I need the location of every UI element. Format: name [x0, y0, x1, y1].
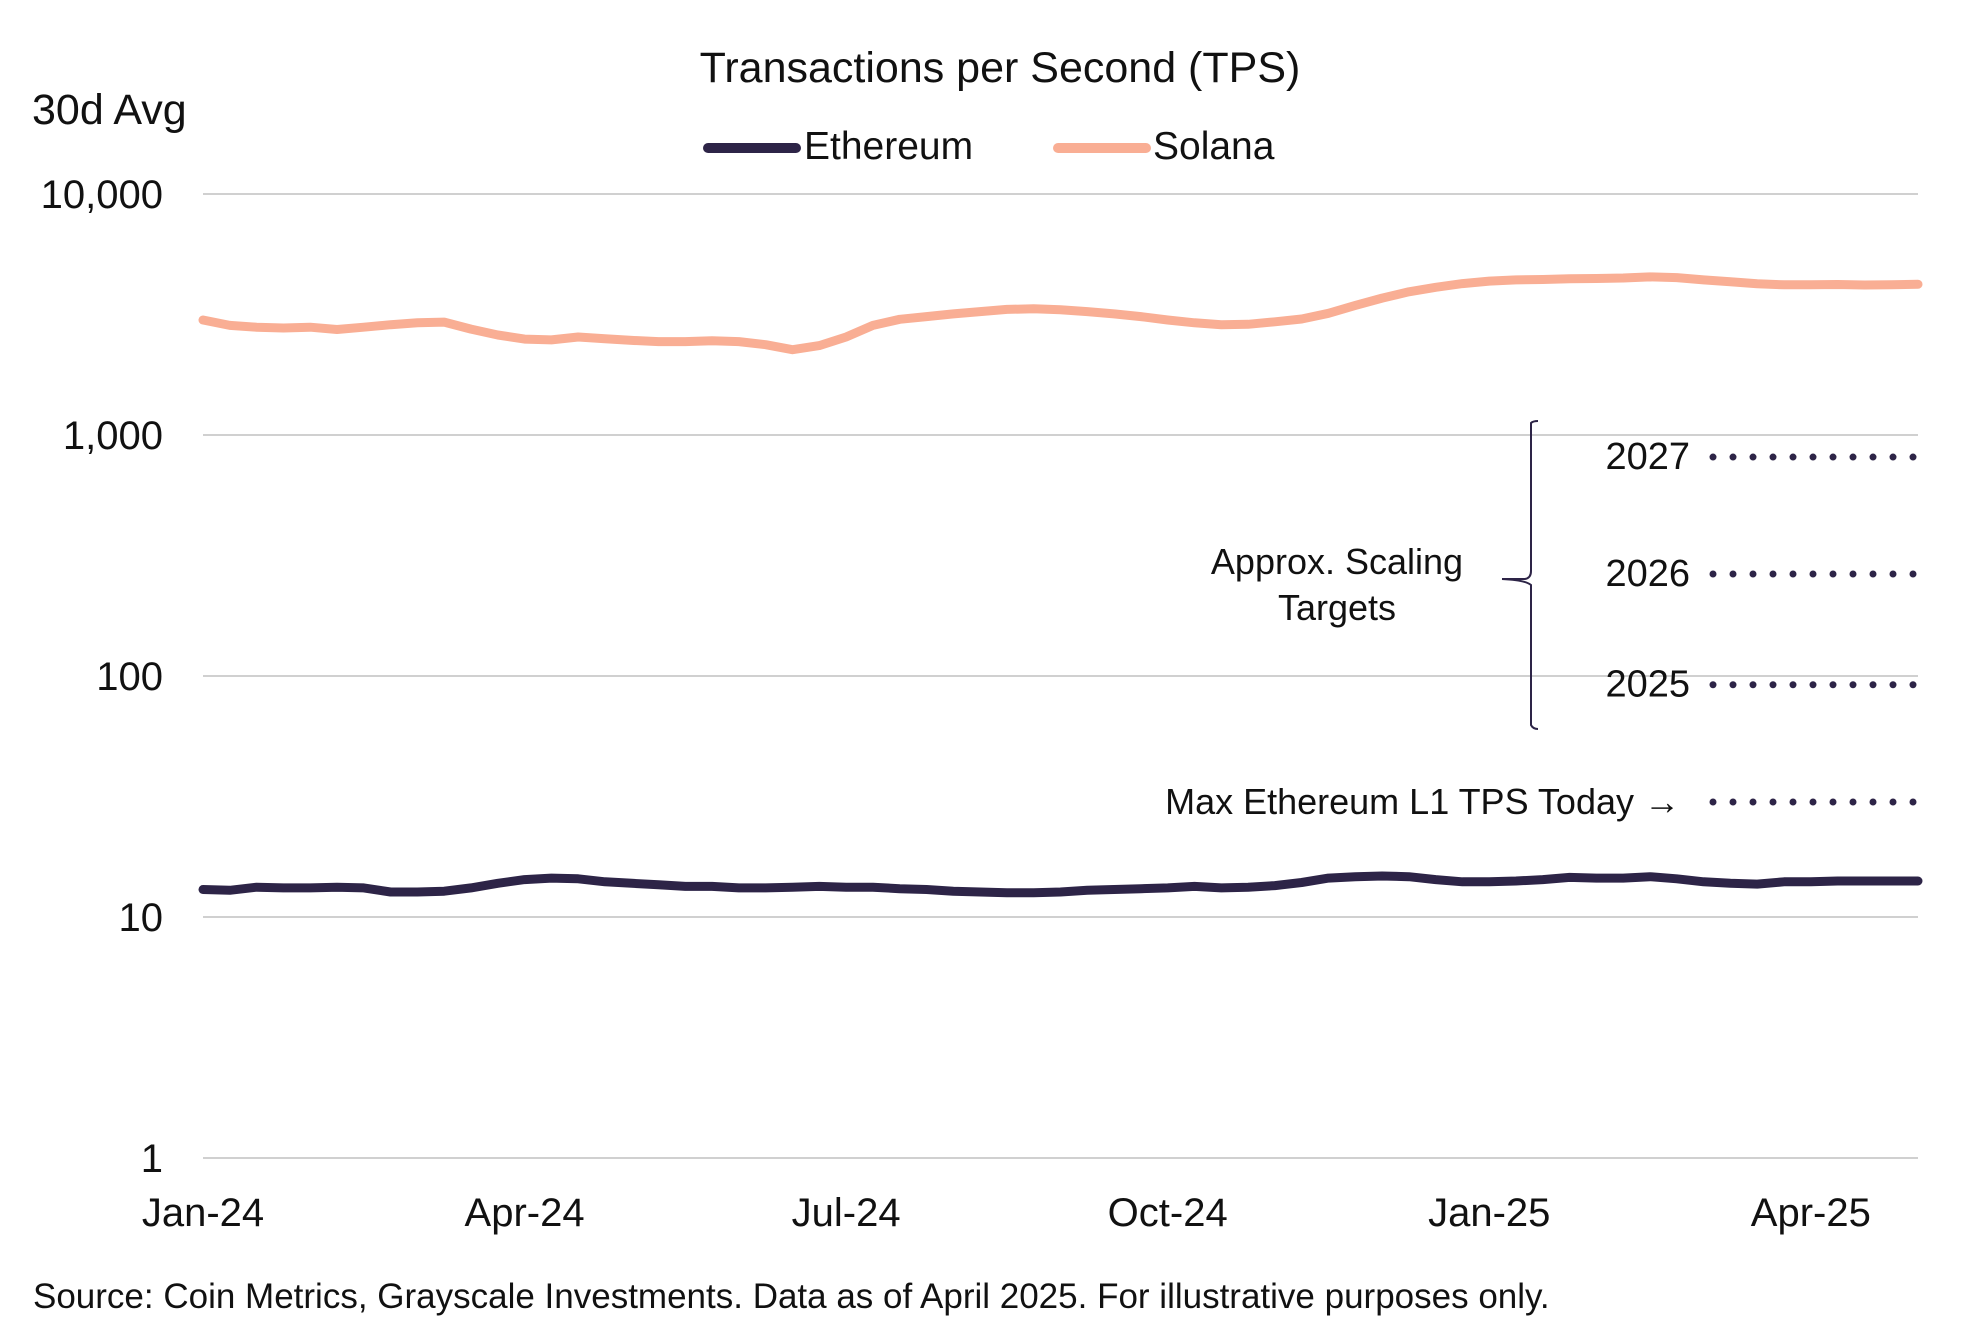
x-tick-label: Jul-24: [792, 1191, 901, 1235]
scaling-targets: Max Ethereum L1 TPS Today → 2025 2026 2027: [1165, 436, 1925, 822]
chart-title: Transactions per Second (TPS): [700, 44, 1301, 92]
x-tick-label: Jan-25: [1428, 1191, 1550, 1235]
bracket-label-line-2: Targets: [1278, 587, 1396, 628]
scaling-targets-bracket: [1501, 420, 1539, 730]
y-tick-label: 100: [96, 655, 163, 699]
source-footnote: Source: Coin Metrics, Grayscale Investme…: [33, 1277, 1550, 1316]
series-lines: [198, 272, 1923, 898]
legend-solana-label: Solana: [1153, 125, 1275, 168]
x-tick-label: Apr-25: [1751, 1191, 1871, 1235]
y-tick-label: 1,000: [63, 414, 163, 458]
y-tick-label: 10: [119, 896, 164, 940]
x-tick-label: Apr-24: [465, 1191, 585, 1235]
y-tick-labels: 10,000 1,000 100 10 1: [41, 173, 163, 1181]
target-label: 2027: [1605, 436, 1690, 478]
x-tick-label: Oct-24: [1108, 1191, 1228, 1235]
legend-ethereum-label: Ethereum: [804, 125, 973, 168]
target-label: 2026: [1605, 553, 1690, 595]
gridlines: [203, 193, 1918, 1159]
series-line-ethereum: [198, 871, 1923, 898]
series-line-solana: [198, 272, 1923, 355]
x-tick-labels: Jan-24 Apr-24 Jul-24 Oct-24 Jan-25 Apr-25: [142, 1191, 1871, 1235]
y-tick-label: 10,000: [41, 173, 163, 217]
target-label: Max Ethereum L1 TPS Today →: [1165, 781, 1680, 822]
legend: Ethereum Solana: [703, 125, 1275, 168]
target-label: 2025: [1605, 664, 1690, 706]
x-tick-label: Jan-24: [142, 1191, 264, 1235]
bracket-label-line-1: Approx. Scaling: [1211, 541, 1463, 582]
y-tick-label: 1: [141, 1137, 163, 1181]
y-axis-label: 30d Avg: [32, 86, 187, 134]
